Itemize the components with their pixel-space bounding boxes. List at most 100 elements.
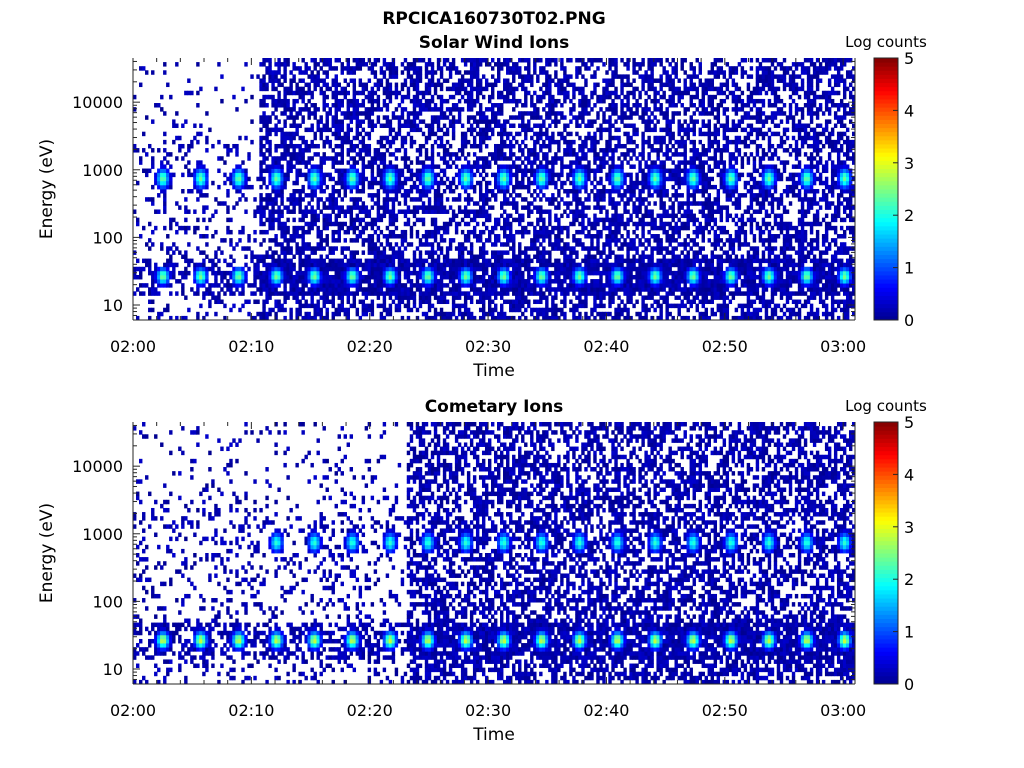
heatmap-cell — [527, 283, 531, 288]
heatmap-cell — [484, 184, 489, 190]
heatmap-cell — [463, 172, 468, 178]
heatmap-cell — [560, 213, 564, 219]
heatmap-cell — [506, 213, 510, 219]
heatmap-cell — [563, 164, 567, 169]
heatmap-cell — [382, 197, 387, 202]
heatmap-cell — [457, 295, 462, 300]
heatmap-cell — [397, 274, 402, 280]
heatmap-cell — [578, 213, 582, 219]
heatmap-cell — [406, 156, 411, 161]
heatmap-cell — [533, 176, 537, 182]
heatmap-cell — [457, 221, 462, 227]
heatmap-cell — [515, 205, 519, 210]
heatmap-cell — [274, 209, 278, 214]
heatmap-cell — [214, 274, 218, 280]
heatmap-cell — [328, 287, 332, 292]
heatmap-cell — [578, 201, 582, 206]
heatmap-cell — [500, 94, 504, 100]
heatmap-cell — [557, 225, 561, 231]
heatmap-cell — [199, 234, 203, 239]
heatmap-cell — [352, 254, 357, 259]
heatmap-cell — [259, 184, 263, 190]
heatmap-cell — [584, 82, 588, 88]
heatmap-cell — [469, 127, 474, 133]
heatmap-cell — [454, 107, 459, 112]
heatmap-cell — [448, 266, 453, 272]
heatmap-cell — [509, 131, 513, 137]
heatmap-cell — [145, 70, 149, 75]
heatmap-cell — [322, 270, 326, 276]
heatmap-cell — [268, 70, 272, 75]
heatmap-cell — [397, 299, 402, 305]
heatmap-cell — [427, 229, 432, 235]
heatmap-cell — [578, 115, 582, 120]
heatmap-cell — [584, 98, 588, 104]
heatmap-cell — [433, 193, 438, 198]
heatmap-cell — [373, 201, 378, 206]
heatmap-cell — [202, 234, 206, 239]
heatmap-cell — [542, 176, 546, 182]
heatmap-cell — [271, 189, 275, 194]
heatmap-cell — [454, 225, 459, 231]
heatmap-cell — [451, 258, 456, 264]
heatmap-cell — [487, 279, 492, 284]
heatmap-cell — [313, 143, 317, 149]
heatmap-cell — [439, 115, 444, 120]
heatmap-cell — [376, 82, 381, 88]
heatmap-cell — [572, 217, 576, 223]
heatmap-cell — [376, 254, 381, 259]
heatmap-cell — [211, 295, 215, 300]
heatmap-cell — [424, 238, 429, 243]
heatmap-cell — [572, 148, 576, 153]
heatmap-cell — [325, 315, 329, 321]
heatmap-cell — [244, 246, 248, 251]
heatmap-cell — [226, 229, 230, 235]
heatmap-cell — [310, 111, 314, 116]
heatmap-cell — [298, 291, 302, 296]
heatmap-cell — [487, 311, 492, 317]
heatmap-cell — [304, 270, 308, 276]
heatmap-cell — [262, 111, 266, 116]
heatmap-cell — [148, 168, 152, 174]
heatmap-cell — [199, 123, 203, 128]
heatmap-cell — [277, 58, 281, 63]
heatmap-cell — [196, 283, 200, 288]
heatmap-cell — [500, 152, 504, 157]
heatmap-cell — [524, 295, 528, 300]
heatmap-cell — [424, 90, 429, 96]
heatmap-cell — [512, 262, 516, 268]
heatmap-cell — [494, 172, 498, 178]
heatmap-cell — [316, 303, 320, 309]
heatmap-cell — [283, 225, 287, 231]
heatmap-cell — [451, 58, 456, 63]
heatmap-cell — [337, 209, 341, 214]
heatmap-cell — [548, 139, 552, 145]
heatmap-cell — [548, 217, 552, 223]
heatmap-cell — [385, 189, 390, 194]
heatmap-cell — [539, 160, 543, 165]
heatmap-cell — [554, 217, 558, 223]
heatmap-cell — [340, 156, 344, 161]
heatmap-cell — [539, 148, 543, 153]
heatmap-cell — [509, 274, 513, 280]
heatmap-cell — [494, 62, 498, 67]
heatmap-cell — [518, 274, 522, 280]
heatmap-cell — [172, 242, 176, 247]
heatmap-cell — [463, 58, 468, 63]
heatmap-cell — [289, 139, 293, 145]
heatmap-cell — [262, 123, 266, 128]
heatmap-cell — [241, 287, 245, 292]
heatmap-cell — [397, 189, 402, 194]
heatmap-cell — [274, 123, 278, 128]
heatmap-cell — [268, 176, 272, 182]
heatmap-cell — [325, 94, 329, 100]
heatmap-cell — [581, 266, 585, 272]
heatmap-cell — [304, 246, 308, 251]
heatmap-cell — [412, 70, 417, 75]
heatmap-cell — [181, 291, 185, 296]
heatmap-cell — [313, 189, 317, 194]
heatmap-cell — [193, 270, 197, 276]
heatmap-cell — [232, 205, 236, 210]
heatmap-cell — [373, 246, 378, 251]
heatmap-cell — [295, 283, 299, 288]
